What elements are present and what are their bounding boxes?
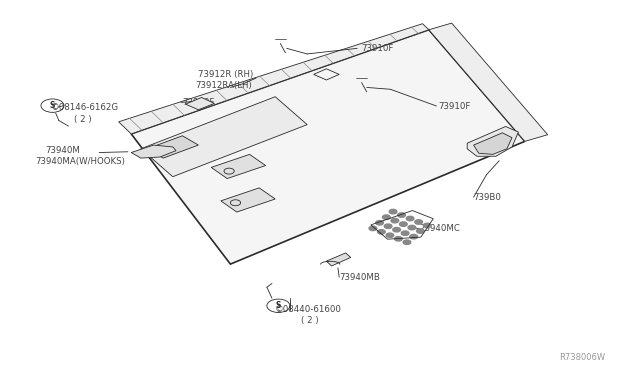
Circle shape — [395, 237, 403, 241]
Circle shape — [408, 225, 416, 230]
Text: ( 2 ): ( 2 ) — [74, 115, 92, 124]
Circle shape — [406, 216, 414, 221]
Polygon shape — [141, 97, 307, 177]
Polygon shape — [474, 133, 512, 154]
Circle shape — [386, 233, 394, 238]
Text: R738006W: R738006W — [559, 353, 605, 362]
Text: 73940MC: 73940MC — [419, 224, 460, 233]
Text: 73940MA(W/HOOKS): 73940MA(W/HOOKS) — [35, 157, 125, 166]
Circle shape — [376, 221, 383, 225]
Text: 73940F: 73940F — [182, 98, 215, 107]
Circle shape — [383, 215, 390, 219]
Text: S: S — [50, 101, 55, 110]
Circle shape — [403, 240, 411, 244]
Circle shape — [389, 209, 397, 214]
Polygon shape — [186, 97, 214, 110]
Circle shape — [393, 228, 401, 232]
Text: 739B0: 739B0 — [474, 193, 502, 202]
Text: ©08146-6162G: ©08146-6162G — [51, 103, 119, 112]
Text: 73940MB: 73940MB — [339, 273, 380, 282]
Polygon shape — [131, 30, 525, 264]
Text: 73940M: 73940M — [45, 146, 79, 155]
Circle shape — [423, 223, 431, 228]
Text: ©08440-61600: ©08440-61600 — [275, 305, 342, 314]
Circle shape — [391, 218, 399, 223]
Polygon shape — [211, 154, 266, 179]
Text: 73910F: 73910F — [438, 102, 471, 110]
Text: ( 2 ): ( 2 ) — [301, 316, 319, 325]
Circle shape — [384, 224, 392, 228]
Polygon shape — [429, 23, 548, 141]
Text: S: S — [276, 301, 281, 310]
Polygon shape — [131, 145, 176, 158]
Polygon shape — [467, 126, 518, 156]
Circle shape — [415, 220, 422, 224]
Circle shape — [369, 226, 377, 231]
Text: 73912RA(LH): 73912RA(LH) — [195, 81, 252, 90]
Polygon shape — [118, 24, 429, 134]
Circle shape — [410, 234, 417, 239]
Text: 73912R (RH): 73912R (RH) — [198, 70, 253, 79]
Polygon shape — [221, 188, 275, 212]
Text: 73910F: 73910F — [362, 44, 394, 53]
Circle shape — [417, 229, 424, 233]
Circle shape — [397, 213, 405, 217]
Circle shape — [399, 222, 407, 226]
Circle shape — [401, 231, 409, 235]
Circle shape — [378, 230, 385, 234]
Polygon shape — [326, 253, 351, 266]
Polygon shape — [147, 136, 198, 158]
